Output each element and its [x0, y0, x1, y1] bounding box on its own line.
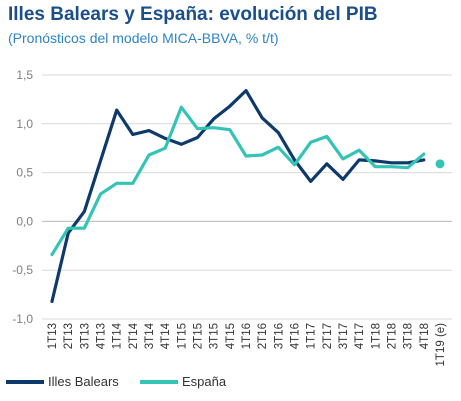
series-line-0: [50, 88, 426, 303]
y-tick-label: 1,5: [16, 68, 33, 82]
x-tick-label: 2T13: [63, 323, 75, 349]
x-tick-label: 1T13: [47, 323, 59, 349]
y-tick-label: -0,5: [12, 263, 33, 277]
x-tick-label: 4T16: [290, 323, 302, 349]
x-tick-label: 1T17: [306, 323, 318, 349]
x-tick-label: 3T18: [403, 323, 415, 349]
x-tick-label: 2T16: [257, 323, 269, 349]
chart-title: Illes Balears y España: evolución del PI…: [8, 4, 378, 25]
x-tick-label: 3T16: [273, 323, 285, 349]
x-tick-label: 1T16: [241, 323, 253, 349]
x-tick-label: 2T18: [387, 323, 399, 349]
grid-lines: [42, 74, 452, 320]
x-tick-label: 2T14: [128, 322, 140, 349]
x-tick-label: 4T14: [160, 322, 172, 349]
x-tick-label: 4T18: [419, 323, 431, 349]
legend-label: Illes Balears: [48, 374, 119, 389]
forecast-point: [435, 159, 445, 169]
y-tick-label: -1,0: [12, 312, 33, 326]
x-tick-label: 3T13: [79, 323, 91, 349]
y-axis-ticks: 1,5 1,0 0,5 0,0 -0,5 -1,0: [12, 68, 33, 326]
x-axis-ticks: 1T13 2T13 3T13 4T13 1T14 2T14 3T14 4T14 1T15 2T15…: [47, 322, 447, 366]
legend: Illes Balears España: [6, 374, 227, 389]
chart-subtitle: (Pronósticos del modelo MICA-BBVA, % t/t…: [8, 30, 279, 46]
x-tick-label: 2T15: [193, 323, 205, 349]
x-tick-label: 3T15: [209, 323, 221, 349]
y-tick-label: 1,0: [16, 117, 33, 131]
y-tick-label: 0,5: [16, 166, 33, 180]
x-tick-label: 4T13: [96, 323, 108, 349]
x-tick-label: 1T19 (e): [435, 323, 447, 367]
x-tick-label: 1T18: [370, 323, 382, 349]
x-tick-label: 2T17: [322, 323, 334, 349]
x-tick-label: 4T15: [225, 323, 237, 349]
x-tick-label: 3T14: [144, 322, 156, 349]
x-tick-label: 1T15: [176, 323, 188, 349]
legend-label: España: [182, 374, 227, 389]
x-tick-label: 1T14: [112, 322, 124, 349]
x-tick-label: 3T17: [338, 323, 350, 349]
series-lines: [50, 88, 445, 303]
y-tick-label: 0,0: [16, 214, 33, 228]
series-line-1: [50, 105, 426, 257]
x-tick-label: 4T17: [354, 323, 366, 349]
